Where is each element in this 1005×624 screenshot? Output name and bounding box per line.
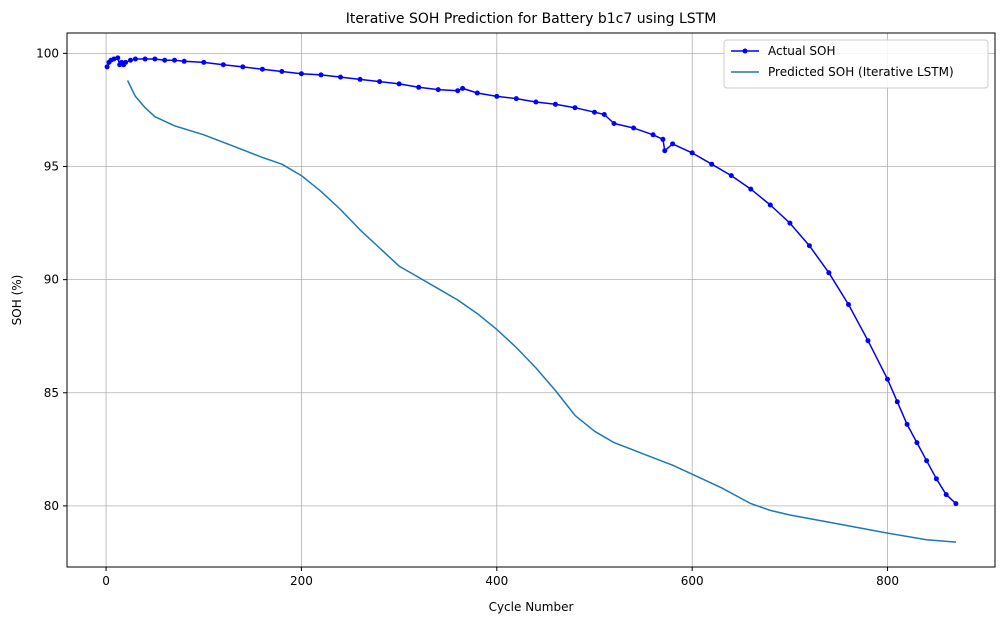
series-line-actual [106, 57, 957, 505]
data-point-actual [709, 161, 715, 167]
data-point-actual [123, 59, 129, 65]
data-point-actual [728, 173, 734, 179]
data-point-actual [914, 440, 920, 446]
data-point-actual [894, 399, 900, 405]
data-point-actual [533, 99, 539, 105]
chart-title: Iterative SOH Prediction for Battery b1c… [346, 11, 717, 27]
data-point-actual [552, 101, 558, 107]
data-point-actual [846, 302, 851, 307]
data-point-actual [201, 59, 207, 65]
data-point-actual [904, 421, 910, 427]
data-point-actual [767, 202, 773, 208]
y-tick-label: 80 [44, 499, 59, 513]
data-point-actual [650, 132, 656, 138]
data-point-actual [806, 243, 812, 249]
data-point-actual [142, 56, 148, 62]
data-point-actual [885, 376, 890, 382]
data-point-actual [474, 90, 480, 96]
data-point-actual [298, 71, 304, 77]
legend: Actual SOH Predicted SOH (Iterative LSTM… [723, 39, 989, 89]
data-point-actual [455, 88, 461, 94]
data-point-actual [660, 136, 666, 142]
data-point-actual [865, 338, 871, 344]
x-tick-label: 0 [102, 574, 110, 588]
data-point-actual [670, 141, 676, 147]
data-point-actual [338, 74, 343, 80]
data-point-actual [111, 56, 117, 62]
data-point-actual [181, 58, 187, 64]
x-tick-label: 200 [290, 574, 313, 588]
legend-box [723, 39, 989, 89]
data-point-actual [172, 57, 177, 63]
data-point-actual [513, 96, 519, 102]
y-axis-label: SOH (%) [10, 275, 24, 326]
data-point-actual [787, 220, 793, 226]
data-point-actual [601, 112, 607, 117]
data-point-actual [220, 62, 226, 68]
data-point-actual [494, 93, 500, 99]
plot-frame [66, 32, 996, 568]
data-point-actual [318, 72, 324, 78]
data-point-actual [748, 186, 754, 192]
data-point-actual [826, 270, 832, 276]
data-point-actual [416, 84, 422, 90]
ticks: 0 200 400 600 800 80 85 90 95 100 [36, 46, 899, 588]
data-point-actual [953, 501, 959, 507]
legend-label-predicted: Predicted SOH (Iterative LSTM) [768, 65, 954, 79]
legend-label-actual: Actual SOH [768, 44, 836, 58]
y-tick-label: 95 [44, 160, 59, 174]
series-line-predicted [126, 80, 956, 543]
data-point-actual [132, 56, 138, 62]
data-point-actual [460, 85, 466, 91]
data-point-actual [279, 69, 285, 74]
data-point-actual [592, 109, 597, 115]
data-point-actual [240, 64, 246, 70]
data-point-actual [435, 87, 441, 93]
data-point-actual [162, 57, 168, 63]
data-point-actual [924, 458, 930, 464]
data-point-actual [115, 55, 121, 61]
data-point-actual [572, 105, 578, 111]
data-point-actual [396, 81, 402, 87]
data-point-actual [152, 56, 158, 62]
data-point-actual [689, 150, 695, 156]
data-point-actual [631, 125, 637, 131]
data-point-actual [128, 57, 133, 63]
data-point-actual [933, 476, 939, 482]
x-tick-label: 800 [876, 574, 899, 588]
y-tick-label: 100 [36, 46, 59, 60]
x-tick-label: 400 [485, 574, 508, 588]
x-tick-label: 600 [681, 574, 704, 588]
data-point-actual [357, 76, 363, 82]
grid [67, 33, 995, 567]
legend-marker-actual [742, 48, 748, 54]
x-axis-label: Cycle Number [489, 600, 574, 614]
series-layer [104, 55, 959, 543]
data-point-actual [611, 121, 617, 126]
y-tick-label: 90 [44, 273, 59, 287]
data-point-actual [104, 64, 110, 70]
data-point-actual [377, 79, 383, 85]
data-point-actual [943, 492, 949, 498]
y-tick-label: 85 [44, 386, 59, 400]
data-point-actual [662, 148, 668, 154]
data-point-actual [259, 66, 265, 72]
